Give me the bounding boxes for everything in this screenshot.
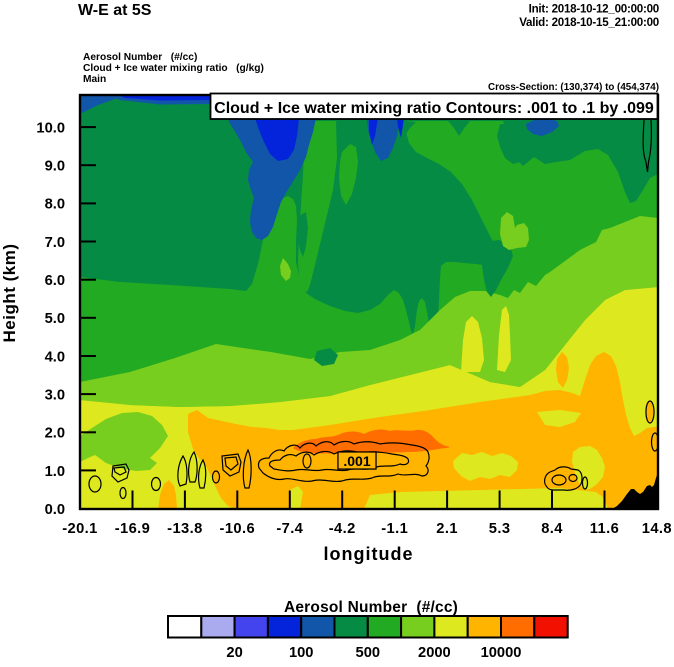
svg-text:2.0: 2.0	[45, 426, 65, 442]
svg-text:3.0: 3.0	[45, 388, 65, 404]
svg-text:2.1: 2.1	[436, 521, 458, 537]
svg-text:500: 500	[356, 645, 381, 661]
svg-text:9.0: 9.0	[45, 159, 65, 175]
svg-text:-7.4: -7.4	[276, 521, 303, 537]
svg-text:6.0: 6.0	[45, 273, 65, 289]
svg-text:7.0: 7.0	[45, 235, 65, 251]
svg-text:11.6: 11.6	[590, 521, 619, 537]
svg-text:Cloud + Ice water mixing ratio: Cloud + Ice water mixing ratio Contours:…	[214, 100, 654, 117]
svg-text:Valid: 2018-10-15_21:00:00: Valid: 2018-10-15_21:00:00	[519, 16, 659, 29]
svg-text:8.0: 8.0	[45, 197, 65, 213]
svg-text:Aerosol Number (#/cc): Aerosol Number (#/cc)	[284, 599, 458, 616]
svg-text:Cloud + Ice water mixing ratio: Cloud + Ice water mixing ratio (g/kg)	[83, 63, 264, 74]
svg-text:Cross-Section: (130,374) to (4: Cross-Section: (130,374) to (454,374)	[488, 82, 659, 93]
svg-text:2000: 2000	[418, 645, 451, 661]
svg-text:14.8: 14.8	[642, 521, 672, 537]
svg-text:Aerosol Number (#/cc): Aerosol Number (#/cc)	[83, 52, 197, 63]
svg-text:-16.9: -16.9	[115, 521, 150, 537]
svg-text:Main: Main	[83, 74, 106, 85]
svg-text:-10.6: -10.6	[220, 521, 255, 537]
svg-text:-20.1: -20.1	[62, 521, 97, 537]
svg-text:Height (km): Height (km)	[0, 244, 19, 343]
svg-text:20: 20	[226, 645, 242, 661]
svg-text:4.0: 4.0	[45, 349, 65, 365]
svg-text:-4.2: -4.2	[329, 521, 356, 537]
svg-text:1.0: 1.0	[45, 464, 65, 480]
svg-text:-1.1: -1.1	[381, 521, 408, 537]
svg-text:5.0: 5.0	[45, 311, 65, 327]
svg-text:100: 100	[289, 645, 314, 661]
svg-text:10000: 10000	[481, 645, 522, 661]
svg-text:.001: .001	[343, 453, 370, 469]
svg-text:0.0: 0.0	[45, 502, 65, 518]
svg-text:-13.8: -13.8	[167, 521, 202, 537]
svg-text:5.3: 5.3	[489, 521, 511, 537]
svg-text:Init: 2018-10-12_00:00:00: Init: 2018-10-12_00:00:00	[529, 3, 659, 16]
svg-text:8.4: 8.4	[541, 521, 563, 537]
svg-text:10.0: 10.0	[36, 120, 65, 136]
svg-text:longitude: longitude	[324, 544, 414, 564]
svg-text:W-E at 5S: W-E at 5S	[78, 2, 152, 19]
